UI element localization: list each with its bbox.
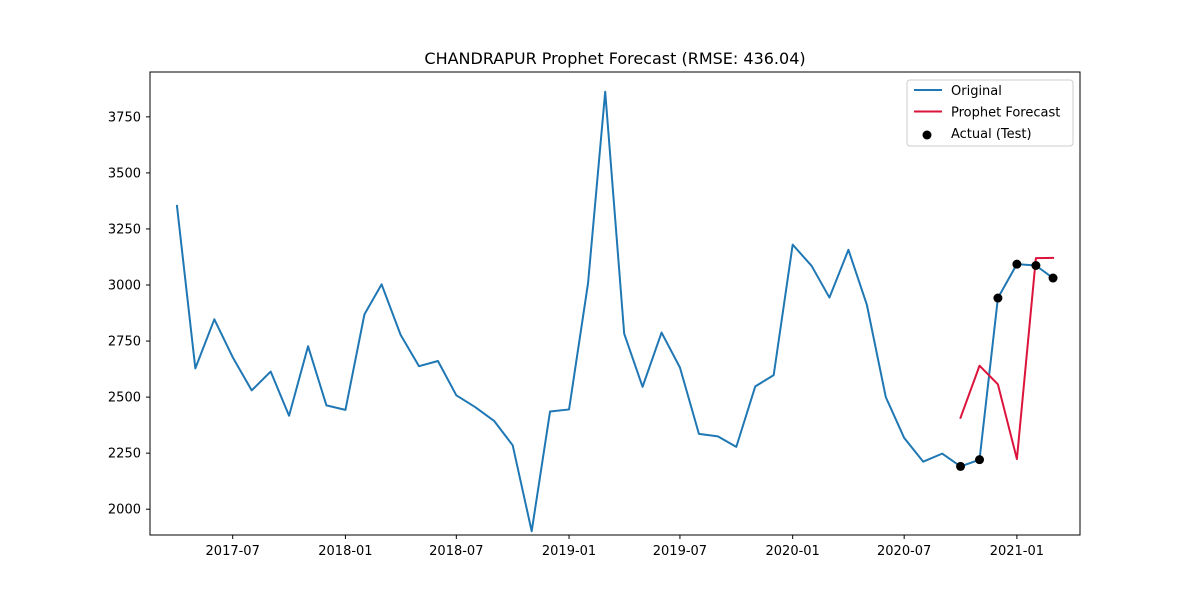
y-tick-label: 3750 (108, 110, 141, 125)
x-tick-label: 2020-07 (877, 544, 931, 559)
plot-area (175, 90, 1058, 533)
x-tick-label: 2018-01 (318, 544, 372, 559)
x-tick-label: 2019-07 (653, 544, 707, 559)
x-tick-label: 2018-07 (429, 544, 483, 559)
chart-title: CHANDRAPUR Prophet Forecast (RMSE: 436.0… (424, 49, 805, 68)
data-point-actual-test (1048, 273, 1058, 283)
x-tick-label: 2017-07 (206, 544, 260, 559)
legend-label-actual-test: Actual (Test) (951, 127, 1032, 142)
y-tick-label: 3500 (108, 166, 141, 181)
x-tick-label: 2021-01 (990, 544, 1044, 559)
legend-box (906, 79, 1074, 147)
y-tick-label: 2000 (108, 503, 141, 518)
y-tick-label: 2500 (108, 391, 141, 406)
x-tick-label: 2019-01 (542, 544, 596, 559)
legend-label-original: Original (951, 84, 1002, 99)
data-point-actual-test (956, 461, 966, 471)
y-tick-label: 2750 (108, 335, 141, 350)
y-tick-label: 2250 (108, 447, 141, 462)
y-tick-label: 3250 (108, 222, 141, 237)
legend-label-prophet-forecast: Prophet Forecast (951, 106, 1060, 121)
data-point-actual-test (975, 455, 985, 465)
legend-swatch-actual-test (922, 130, 932, 140)
x-tick-label: 2020-01 (766, 544, 820, 559)
axes: 2017-07 2018-01 2018-07 2019-01 2019-07 2020-… (108, 71, 1081, 559)
data-point-actual-test (1031, 261, 1041, 270)
data-point-actual-test (1012, 259, 1022, 269)
series-line-prophet-forecast (959, 256, 1055, 460)
y-tick-label: 3000 (108, 279, 141, 294)
data-point-actual-test (993, 293, 1003, 303)
plot-frame (149, 71, 1081, 536)
legend: Original Prophet Forecast Actual (Test) (906, 79, 1074, 147)
series-line-original (175, 90, 1055, 533)
